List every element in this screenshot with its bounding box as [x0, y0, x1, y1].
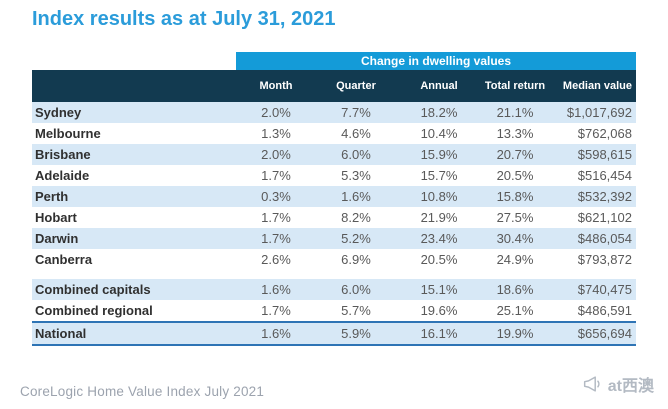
quarter-cell: 6.0% [341, 147, 371, 162]
quarter-cell: 7.7% [341, 105, 371, 120]
annual-cell: 18.2% [420, 105, 458, 120]
table-row: Adelaide 1.7% 5.3% 15.7% 20.5% $516,454 [32, 165, 636, 186]
month-cell: 1.6% [261, 326, 291, 341]
median-value-cell: $762,068 [577, 126, 632, 141]
median-value-cell: $1,017,692 [566, 105, 632, 120]
column-header-total-return: Total return [484, 80, 546, 92]
month-cell: 2.0% [261, 105, 291, 120]
median-value-cell: $516,454 [577, 168, 632, 183]
annual-cell: 16.1% [420, 326, 458, 341]
total-return-cell: 20.5% [496, 168, 534, 183]
table-column-header-row: Month Quarter Annual Total return Median… [32, 70, 636, 102]
median-value-cell: $740,475 [577, 282, 632, 297]
region-name-cell: Perth [35, 189, 69, 204]
column-header-median-value: Median value [562, 80, 632, 92]
page-title: Index results as at July 31, 2021 [32, 8, 336, 30]
watermark: at西澳 [581, 372, 654, 396]
column-header-annual: Annual [420, 80, 458, 92]
table-row: Hobart 1.7% 8.2% 21.9% 27.5% $621,102 [32, 207, 636, 228]
median-value-cell: $656,694 [577, 326, 632, 341]
region-name-cell: Sydney [35, 105, 82, 120]
megaphone-icon [581, 373, 603, 395]
region-name-cell: Hobart [35, 210, 77, 225]
table-row: Canberra 2.6% 6.9% 20.5% 24.9% $793,872 [32, 249, 636, 270]
table-band-header: Change in dwelling values [236, 52, 636, 70]
table-row: Sydney 2.0% 7.7% 18.2% 21.1% $1,017,692 [32, 102, 636, 123]
column-header-month: Month [259, 80, 293, 92]
median-value-cell: $532,392 [577, 189, 632, 204]
region-name-cell: Melbourne [35, 126, 101, 141]
annual-cell: 15.9% [420, 147, 458, 162]
column-header-quarter: Quarter [336, 80, 376, 92]
dwelling-values-table: Change in dwelling values Month Quarter … [32, 52, 636, 346]
month-cell: 1.6% [261, 282, 291, 297]
section-gap [32, 270, 636, 279]
annual-cell: 15.1% [420, 282, 458, 297]
table-row: Brisbane 2.0% 6.0% 15.9% 20.7% $598,615 [32, 144, 636, 165]
quarter-cell: 4.6% [341, 126, 371, 141]
median-value-cell: $621,102 [577, 210, 632, 225]
table-row: Melbourne 1.3% 4.6% 10.4% 13.3% $762,068 [32, 123, 636, 144]
quarter-cell: 5.7% [341, 303, 371, 318]
month-cell: 1.7% [261, 303, 291, 318]
total-return-cell: 18.6% [496, 282, 534, 297]
median-value-cell: $793,872 [577, 252, 632, 267]
median-value-cell: $598,615 [577, 147, 632, 162]
annual-cell: 15.7% [420, 168, 458, 183]
region-name-cell: Brisbane [35, 147, 91, 162]
quarter-cell: 5.2% [341, 231, 371, 246]
region-name-cell: Darwin [35, 231, 79, 246]
month-cell: 1.3% [261, 126, 291, 141]
region-name-cell: Adelaide [35, 168, 90, 183]
region-name-cell: Combined regional [35, 303, 153, 318]
total-return-cell: 27.5% [496, 210, 534, 225]
table-row: National 1.6% 5.9% 16.1% 19.9% $656,694 [32, 321, 636, 346]
total-return-cell: 15.8% [496, 189, 534, 204]
watermark-label: at西澳 [607, 378, 654, 395]
national-row-container: National 1.6% 5.9% 16.1% 19.9% $656,694 [32, 321, 636, 346]
annual-cell: 10.8% [420, 189, 458, 204]
annual-cell: 23.4% [420, 231, 458, 246]
annual-cell: 10.4% [420, 126, 458, 141]
quarter-cell: 6.9% [341, 252, 371, 267]
month-cell: 2.6% [261, 252, 291, 267]
table-row: Combined regional 1.7% 5.7% 19.6% 25.1% $486,… [32, 300, 636, 321]
region-name-cell: Combined capitals [35, 282, 151, 297]
total-return-cell: 30.4% [496, 231, 534, 246]
capital-city-rows: Sydney 2.0% 7.7% 18.2% 21.1% $1,017,692 Melbou… [32, 102, 636, 270]
total-return-cell: 25.1% [496, 303, 534, 318]
month-cell: 0.3% [261, 189, 291, 204]
band-label: Change in dwelling values [360, 54, 512, 68]
total-return-cell: 20.7% [496, 147, 534, 162]
annual-cell: 21.9% [420, 210, 458, 225]
quarter-cell: 8.2% [341, 210, 371, 225]
source-caption: CoreLogic Home Value Index July 2021 [20, 384, 265, 399]
total-return-cell: 21.1% [496, 105, 534, 120]
total-return-cell: 24.9% [496, 252, 534, 267]
total-return-cell: 13.3% [496, 126, 534, 141]
region-name-cell: Canberra [35, 252, 93, 267]
quarter-cell: 1.6% [341, 189, 371, 204]
table-row: Perth 0.3% 1.6% 10.8% 15.8% $532,392 [32, 186, 636, 207]
month-cell: 2.0% [261, 147, 291, 162]
month-cell: 1.7% [261, 231, 291, 246]
annual-cell: 19.6% [420, 303, 458, 318]
median-value-cell: $486,054 [577, 231, 632, 246]
table-row: Darwin 1.7% 5.2% 23.4% 30.4% $486,054 [32, 228, 636, 249]
quarter-cell: 5.3% [341, 168, 371, 183]
median-value-cell: $486,591 [577, 303, 632, 318]
quarter-cell: 6.0% [341, 282, 371, 297]
region-name-cell: National [35, 326, 87, 341]
quarter-cell: 5.9% [341, 326, 371, 341]
month-cell: 1.7% [261, 210, 291, 225]
aggregate-rows: Combined capitals 1.6% 6.0% 15.1% 18.6% $740,… [32, 279, 636, 321]
month-cell: 1.7% [261, 168, 291, 183]
table-row: Combined capitals 1.6% 6.0% 15.1% 18.6% $740,… [32, 279, 636, 300]
total-return-cell: 19.9% [496, 326, 534, 341]
annual-cell: 20.5% [420, 252, 458, 267]
